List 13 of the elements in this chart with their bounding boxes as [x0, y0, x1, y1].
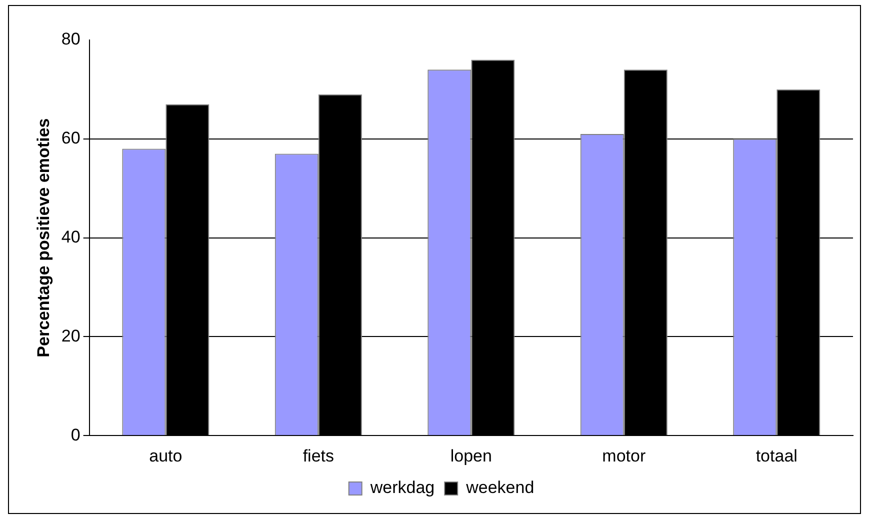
- x-tick-label: totaal: [756, 446, 798, 466]
- y-tick-label: 80: [61, 30, 80, 49]
- x-tick-label: lopen: [450, 446, 492, 466]
- y-axis-title: Percentage positieve emoties: [34, 118, 53, 358]
- legend-label: werkdag: [369, 478, 435, 498]
- x-tick-label: motor: [602, 446, 646, 466]
- y-tick-label: 40: [61, 227, 80, 246]
- legend-label: weekend: [465, 478, 534, 498]
- x-tick-label: auto: [149, 446, 182, 466]
- y-tick-label: 60: [61, 128, 80, 148]
- y-tick-label: 20: [61, 326, 80, 346]
- x-tick-label: fiets: [302, 446, 334, 466]
- y-tick-label: 0: [70, 425, 80, 444]
